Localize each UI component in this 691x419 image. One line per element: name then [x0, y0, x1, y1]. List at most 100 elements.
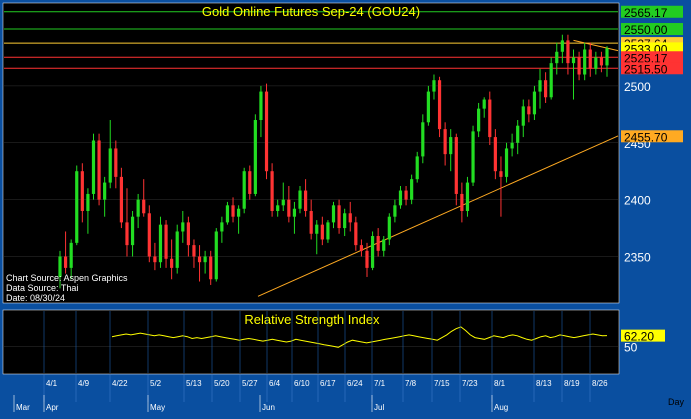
candle-body [605, 48, 609, 66]
candle [437, 76, 442, 138]
candle [404, 185, 408, 206]
candle-body [225, 205, 230, 223]
candle [532, 85, 537, 121]
source-line-3: Date: 08/30/24 [6, 293, 65, 303]
candle [571, 49, 576, 100]
candle [309, 199, 313, 240]
candle-body [142, 199, 146, 214]
candle-body [292, 208, 297, 217]
source-line-1: Chart Source: Aspen Graphics [6, 273, 128, 283]
candle-body [354, 222, 358, 246]
candle [175, 224, 179, 274]
candle [220, 216, 224, 243]
candle [326, 220, 330, 243]
candle-body [504, 148, 509, 177]
candle-body [460, 193, 464, 212]
candle-body [298, 190, 302, 209]
candle [359, 239, 364, 257]
candle [80, 163, 84, 223]
candle-body [309, 211, 313, 234]
candle [253, 114, 257, 197]
candle [136, 193, 140, 229]
day-label: 6/10 [294, 379, 310, 388]
candle-body [197, 256, 202, 263]
day-label: 6/17 [320, 379, 336, 388]
candle [605, 46, 609, 77]
price-chart-title: Gold Online Futures Sep-24 (GOU24) [202, 4, 420, 19]
candle-body [320, 224, 324, 240]
rsi-chart-title: Relative Strength Index [244, 312, 380, 327]
candle [259, 85, 263, 138]
level-label: 2515.50 [624, 62, 668, 76]
candle [158, 216, 163, 268]
candle [426, 85, 430, 126]
candle-body [170, 258, 174, 268]
level-label: 2550.00 [624, 23, 668, 37]
candle-body [432, 80, 436, 92]
candle [365, 242, 369, 277]
candle-body [242, 171, 246, 209]
candle [186, 216, 190, 257]
candle [97, 133, 101, 206]
candle-body [599, 57, 604, 66]
candle-body [276, 205, 280, 212]
candle [103, 176, 107, 217]
candle-body [186, 222, 190, 246]
price-trendlines [257, 39, 619, 297]
candle-body [527, 106, 531, 115]
candle [504, 142, 509, 183]
candle-body [303, 190, 308, 212]
candle [147, 205, 151, 263]
candle-body [465, 182, 470, 212]
candle-body [248, 171, 252, 194]
candle-body [103, 182, 107, 200]
chart-source-text: Chart Source: Aspen Graphics Data Source… [6, 273, 128, 303]
candle [415, 151, 419, 183]
candle [566, 34, 570, 75]
candle [58, 250, 62, 289]
candle-body [259, 91, 263, 121]
candle [527, 99, 531, 123]
candle [237, 205, 241, 234]
candle [493, 129, 497, 180]
candle-body [337, 205, 341, 229]
candle [170, 239, 174, 280]
candle [331, 201, 336, 229]
day-label: 6/24 [347, 379, 363, 388]
candle-body [69, 242, 73, 268]
candle [248, 165, 252, 200]
candle-body [153, 256, 157, 263]
candle [521, 99, 525, 138]
candle [376, 228, 380, 257]
candle-body [499, 171, 503, 177]
day-label: 5/20 [214, 379, 230, 388]
level-tag [621, 130, 683, 143]
candle-body [58, 256, 62, 277]
candle-body [75, 171, 79, 243]
candle-body [326, 222, 330, 240]
candle-body [404, 190, 408, 200]
level-tag [621, 51, 683, 64]
candle [209, 250, 213, 285]
candle [86, 188, 90, 234]
candle-body [114, 148, 118, 177]
price-tick-label: 2350 [624, 251, 651, 265]
candle-body [264, 91, 269, 172]
candle [577, 51, 581, 81]
month-label: Jul [374, 403, 384, 412]
candle-body [192, 245, 196, 257]
month-label: Mar [16, 403, 30, 412]
candle [583, 42, 587, 81]
candle-body [331, 205, 336, 223]
candle [298, 185, 302, 214]
day-label: 7/8 [405, 379, 417, 388]
candle [337, 199, 341, 234]
month-label: Jun [262, 403, 275, 412]
candle [231, 197, 235, 223]
candle [108, 120, 112, 189]
candle-body [538, 80, 542, 92]
rsi-line [111, 326, 608, 348]
candle-body [91, 140, 96, 194]
candle [320, 216, 324, 246]
